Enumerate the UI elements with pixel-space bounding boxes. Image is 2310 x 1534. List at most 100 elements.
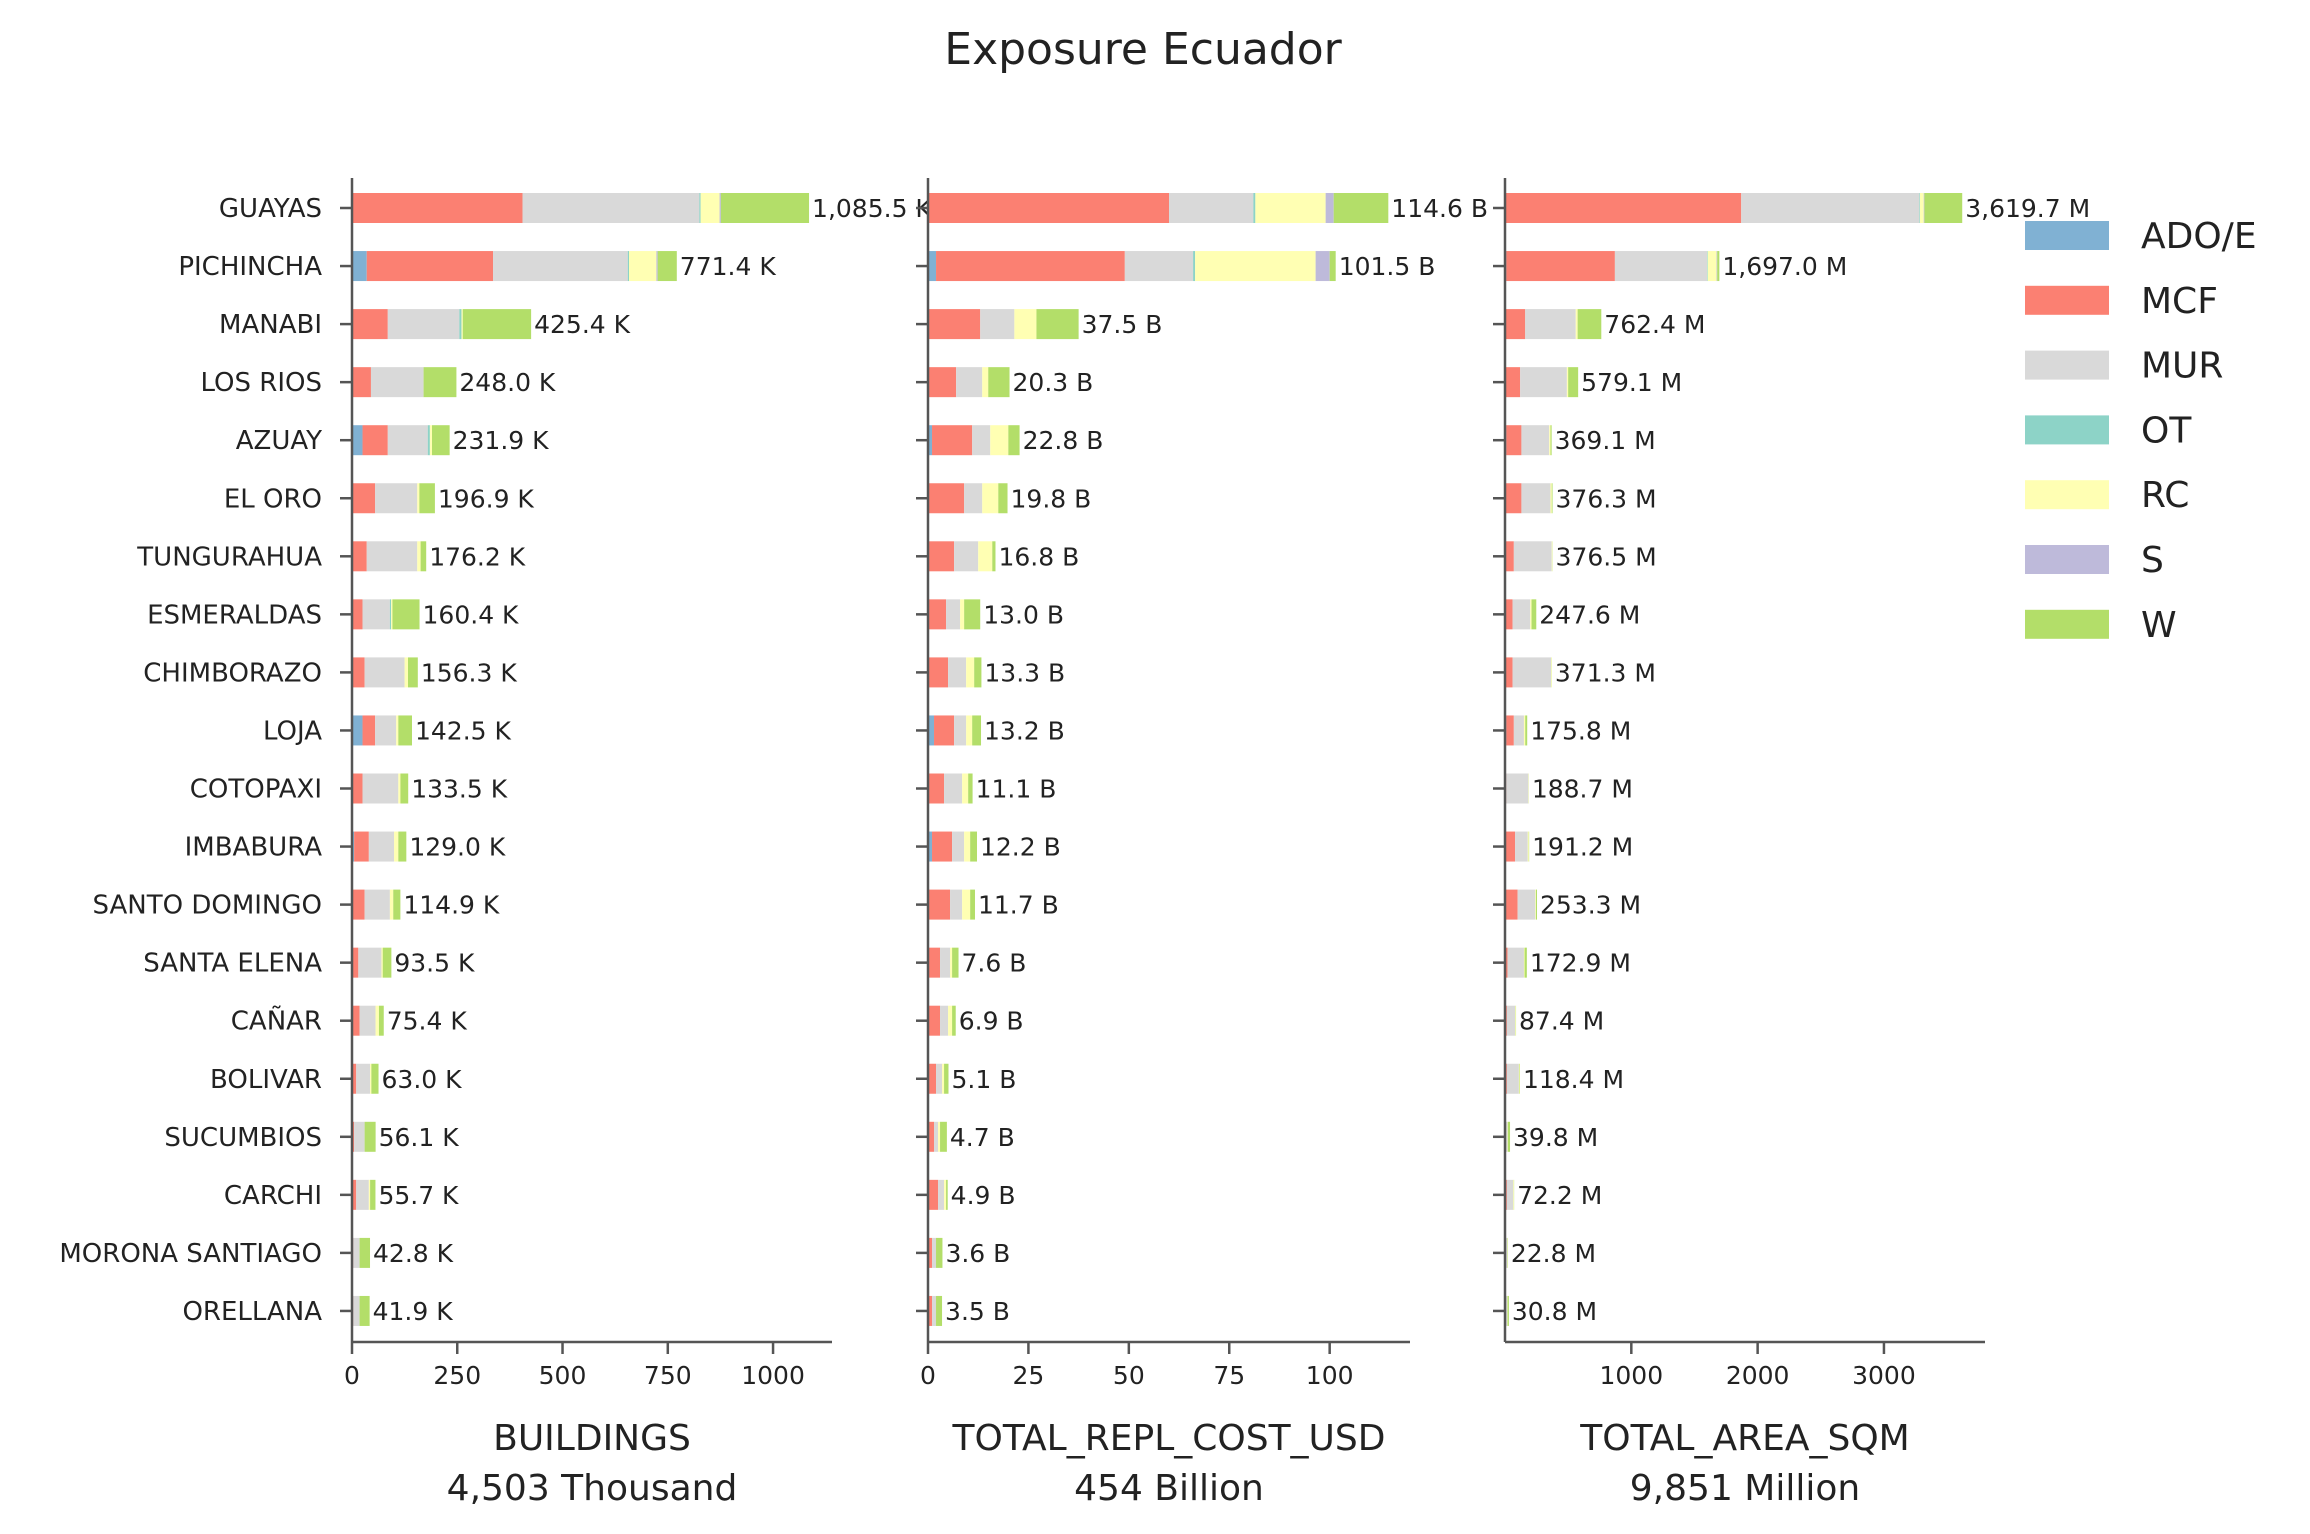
- x-tick-label: 500: [539, 1361, 587, 1390]
- bar-segment-w: [398, 715, 412, 746]
- bar-segment-mur: [1521, 483, 1551, 514]
- bar-segment-mur: [954, 715, 967, 746]
- value-label: 762.4 M: [1604, 310, 1705, 339]
- bar-segment-mcf: [352, 541, 367, 572]
- bar-segment-rc: [938, 1121, 941, 1152]
- bar-segment-mur: [375, 483, 418, 514]
- bar-segment-w: [657, 251, 677, 282]
- value-label: 42.8 K: [373, 1239, 454, 1268]
- x-tick-label: 75: [1213, 1361, 1245, 1390]
- legend-swatch: [2025, 350, 2109, 380]
- bar-segment-rc: [370, 1063, 372, 1094]
- legend-swatch: [2025, 221, 2109, 250]
- value-label: 13.3 B: [984, 658, 1065, 687]
- bar-segment-rc: [1523, 947, 1525, 978]
- bar-segment-rc: [1549, 425, 1551, 456]
- bar-segment-w: [1008, 425, 1020, 456]
- bar-segment-mcf: [928, 1179, 939, 1210]
- x-axis-label: TOTAL_AREA_SQM: [1579, 1418, 1909, 1459]
- value-label: 114.6 B: [1391, 194, 1488, 223]
- bar-segment-mcf: [928, 1063, 937, 1094]
- x-tick-label: 750: [644, 1361, 692, 1390]
- value-label: 425.4 K: [534, 310, 631, 339]
- bar-segment-mur: [1525, 309, 1576, 340]
- bar-segment-mcf: [1505, 367, 1521, 398]
- category-label: SUCUMBIOS: [164, 1123, 322, 1153]
- bar-segment-mur: [1741, 193, 1920, 223]
- value-label: 41.9 K: [373, 1297, 454, 1326]
- legend-label: W: [2141, 605, 2177, 646]
- value-label: 5.1 B: [951, 1065, 1016, 1094]
- bar-segment-w: [1717, 251, 1720, 282]
- bar-segment-mcf: [1505, 599, 1513, 630]
- bar-segment-mur: [1515, 831, 1528, 862]
- bar-segment-mcf: [1505, 483, 1522, 514]
- value-label: 3,619.7 M: [1965, 194, 2090, 223]
- value-label: 156.3 K: [421, 658, 518, 687]
- value-label: 191.2 M: [1532, 833, 1633, 862]
- bar-segment-mcf: [352, 1005, 360, 1036]
- value-label: 22.8 M: [1511, 1239, 1596, 1268]
- bar-segment-w: [1551, 483, 1553, 514]
- bar-segment-w: [936, 1295, 943, 1326]
- bar-segment-ot: [427, 425, 430, 456]
- bar-segment-rc: [1527, 831, 1529, 862]
- bar-segment-s: [1315, 251, 1330, 282]
- bar-segment-mur: [366, 541, 418, 572]
- bar-segment-mur: [980, 309, 1015, 340]
- bar-segment-w: [1329, 251, 1336, 282]
- bar-segment-w: [408, 657, 418, 688]
- bar-segment-w: [974, 657, 982, 688]
- bar-segment-mur: [370, 367, 424, 398]
- bar-segment-w: [970, 889, 975, 920]
- bar-segment-rc: [990, 425, 1009, 456]
- bar-segment-mcf: [352, 657, 365, 688]
- value-label: 1,697.0 M: [1722, 252, 1847, 281]
- bar-segment-rc: [417, 541, 421, 572]
- bar-segment-mcf: [1505, 831, 1516, 862]
- bar-segment-mur: [1614, 251, 1708, 282]
- bar-segment-mur: [364, 889, 390, 920]
- bar-segment-rc: [429, 425, 432, 456]
- bar-segment-mur: [950, 889, 963, 920]
- bar-segment-mcf: [1505, 541, 1514, 572]
- value-label: 114.9 K: [403, 891, 500, 920]
- x-tick-label: 3000: [1852, 1361, 1916, 1390]
- value-label: 376.3 M: [1556, 484, 1657, 513]
- x-axis-label: BUILDINGS: [493, 1418, 691, 1459]
- bar-segment-ot: [1919, 193, 1920, 223]
- bar-segment-rc: [966, 657, 975, 688]
- bar-segment-w: [359, 1295, 370, 1326]
- bar-segment-w: [462, 309, 532, 340]
- bar-segment-mur: [1124, 251, 1194, 282]
- bar-segment-w: [1568, 367, 1579, 398]
- bar-segment-mcf: [936, 251, 1125, 282]
- bar-segment-w: [964, 599, 981, 630]
- bar-segment-mur: [358, 947, 382, 978]
- bar-segment-mcf: [928, 773, 945, 804]
- value-label: 16.8 B: [998, 542, 1079, 571]
- category-label: EL ORO: [224, 484, 322, 514]
- bar-segment-mur: [1513, 715, 1524, 746]
- bar-segment-rc: [1014, 309, 1037, 340]
- bar-segment-rc: [948, 1005, 953, 1036]
- bar-segment-mur: [934, 1121, 939, 1152]
- bar-segment-rc: [1919, 193, 1924, 223]
- bar-segment-w: [423, 367, 457, 398]
- bar-segment-mcf: [1506, 715, 1514, 746]
- category-label: AZUAY: [236, 426, 322, 456]
- bar-segment-mur: [359, 1005, 376, 1036]
- category-label: CHIMBORAZO: [143, 658, 322, 688]
- bar-segment-w: [720, 193, 810, 223]
- bar-segment-mur: [354, 1121, 365, 1152]
- value-label: 253.3 M: [1540, 891, 1641, 920]
- bar-segment-mur: [356, 1063, 371, 1094]
- bar-segment-mcf: [352, 483, 376, 514]
- bar-segment-ot: [1707, 251, 1708, 282]
- bar-segment-mur: [1505, 1121, 1508, 1152]
- x-tick-label: 1000: [741, 1361, 805, 1390]
- bar-segment-rc: [1513, 1179, 1514, 1210]
- bar-segment-mcf: [1505, 947, 1508, 978]
- bar-segment-mcf: [352, 367, 371, 398]
- legend-swatch: [2025, 545, 2109, 574]
